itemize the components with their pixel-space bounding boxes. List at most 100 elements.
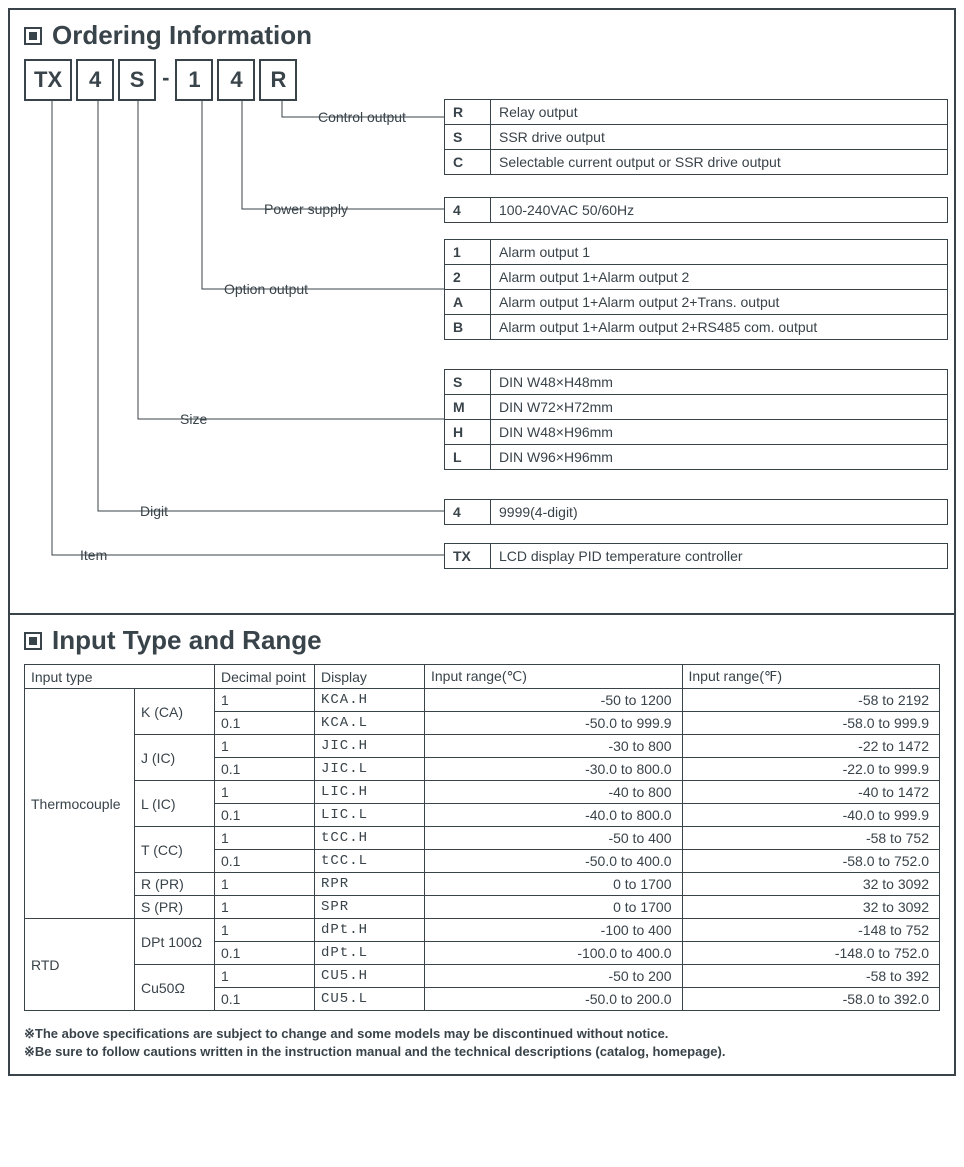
range-f: -40.0 to 999.9 <box>682 804 940 827</box>
display-code: KCA.H <box>315 689 425 712</box>
option-table: 49999(4-digit) <box>444 499 948 525</box>
range-f: -58.0 to 392.0 <box>682 988 940 1011</box>
option-desc: DIN W48×H48mm <box>491 370 948 395</box>
option-code: A <box>445 290 491 315</box>
display-code: JIC.H <box>315 735 425 758</box>
code-box: S <box>118 59 156 101</box>
footnote-line: ※Be sure to follow cautions written in t… <box>24 1043 940 1061</box>
input-type-table: Input typeDecimal pointDisplayInput rang… <box>24 664 940 1011</box>
range-f: -58 to 2192 <box>682 689 940 712</box>
range-f: -40 to 1472 <box>682 781 940 804</box>
input-subtype: R (PR) <box>135 873 215 896</box>
category-label: Item <box>80 547 107 563</box>
option-code: S <box>445 370 491 395</box>
option-table: TXLCD display PID temperature controller <box>444 543 948 569</box>
range-c: -100.0 to 400.0 <box>425 942 683 965</box>
option-desc: LCD display PID temperature controller <box>491 544 948 569</box>
table-row: L (IC)1LIC.H-40 to 800-40 to 1472 <box>25 781 940 804</box>
option-code: M <box>445 395 491 420</box>
decimal-point: 0.1 <box>215 942 315 965</box>
decimal-point: 0.1 <box>215 988 315 1011</box>
option-code: S <box>445 125 491 150</box>
option-code: R <box>445 100 491 125</box>
input-subtype: DPt 100Ω <box>135 919 215 965</box>
display-code: JIC.L <box>315 758 425 781</box>
input-type-title: Input Type and Range <box>24 625 940 656</box>
ordering-title: Ordering Information <box>24 20 940 51</box>
decimal-point: 1 <box>215 735 315 758</box>
option-table: SDIN W48×H48mmMDIN W72×H72mmHDIN W48×H96… <box>444 369 948 470</box>
range-f: -58 to 392 <box>682 965 940 988</box>
range-f: -58.0 to 752.0 <box>682 850 940 873</box>
decimal-point: 1 <box>215 965 315 988</box>
table-row: J (IC)1JIC.H-30 to 800-22 to 1472 <box>25 735 940 758</box>
input-subtype: K (CA) <box>135 689 215 735</box>
range-c: -30.0 to 800.0 <box>425 758 683 781</box>
decimal-point: 1 <box>215 896 315 919</box>
display-code: CU5.H <box>315 965 425 988</box>
option-code: TX <box>445 544 491 569</box>
option-desc: Alarm output 1+Alarm output 2 <box>491 265 948 290</box>
range-c: -50.0 to 400.0 <box>425 850 683 873</box>
input-subtype: J (IC) <box>135 735 215 781</box>
decimal-point: 0.1 <box>215 850 315 873</box>
display-code: dPt.H <box>315 919 425 942</box>
input-group: Thermocouple <box>25 689 135 919</box>
range-c: 0 to 1700 <box>425 873 683 896</box>
display-code: tCC.H <box>315 827 425 850</box>
option-desc: Relay output <box>491 100 948 125</box>
table-row: S (PR)1SPR0 to 170032 to 3092 <box>25 896 940 919</box>
range-f: -22 to 1472 <box>682 735 940 758</box>
option-code: L <box>445 445 491 470</box>
option-table: 4100-240VAC 50/60Hz <box>444 197 948 223</box>
section-bullet-icon <box>24 632 42 650</box>
option-desc: Selectable current output or SSR drive o… <box>491 150 948 175</box>
display-code: KCA.L <box>315 712 425 735</box>
option-desc: 9999(4-digit) <box>491 500 948 525</box>
category-label: Size <box>180 411 207 427</box>
display-code: RPR <box>315 873 425 896</box>
option-desc: Alarm output 1 <box>491 240 948 265</box>
input-type-section: Input Type and Range Input typeDecimal p… <box>10 615 954 1074</box>
range-c: -30 to 800 <box>425 735 683 758</box>
option-table: 1Alarm output 12Alarm output 1+Alarm out… <box>444 239 948 340</box>
display-code: dPt.L <box>315 942 425 965</box>
option-desc: Alarm output 1+Alarm output 2+RS485 com.… <box>491 315 948 340</box>
category-label: Option output <box>224 281 308 297</box>
table-header: Input range(℉) <box>682 665 940 689</box>
input-type-title-text: Input Type and Range <box>52 625 322 656</box>
input-subtype: S (PR) <box>135 896 215 919</box>
range-c: -50 to 400 <box>425 827 683 850</box>
input-subtype: T (CC) <box>135 827 215 873</box>
decimal-point: 1 <box>215 827 315 850</box>
option-code: B <box>445 315 491 340</box>
table-header: Input type <box>25 665 215 689</box>
option-desc: DIN W96×H96mm <box>491 445 948 470</box>
table-row: ThermocoupleK (CA)1KCA.H-50 to 1200-58 t… <box>25 689 940 712</box>
display-code: SPR <box>315 896 425 919</box>
category-label: Digit <box>140 503 168 519</box>
table-header: Decimal point <box>215 665 315 689</box>
option-desc: DIN W48×H96mm <box>491 420 948 445</box>
decimal-point: 1 <box>215 689 315 712</box>
option-code: 4 <box>445 500 491 525</box>
option-code: 2 <box>445 265 491 290</box>
code-box: R <box>259 59 297 101</box>
ordering-section: Ordering Information TX4S-14R RRelay out… <box>10 10 954 615</box>
option-code: C <box>445 150 491 175</box>
code-box: 1 <box>175 59 213 101</box>
footnote-line: ※The above specifications are subject to… <box>24 1025 940 1043</box>
range-f: -22.0 to 999.9 <box>682 758 940 781</box>
category-label: Control output <box>318 109 406 125</box>
input-subtype: Cu50Ω <box>135 965 215 1011</box>
section-bullet-icon <box>24 27 42 45</box>
display-code: CU5.L <box>315 988 425 1011</box>
table-row: T (CC)1tCC.H-50 to 400-58 to 752 <box>25 827 940 850</box>
table-row: RTDDPt 100Ω1dPt.H-100 to 400-148 to 752 <box>25 919 940 942</box>
option-desc: DIN W72×H72mm <box>491 395 948 420</box>
decimal-point: 1 <box>215 781 315 804</box>
option-code: 1 <box>445 240 491 265</box>
range-c: -50.0 to 999.9 <box>425 712 683 735</box>
range-f: -148.0 to 752.0 <box>682 942 940 965</box>
display-code: LIC.H <box>315 781 425 804</box>
